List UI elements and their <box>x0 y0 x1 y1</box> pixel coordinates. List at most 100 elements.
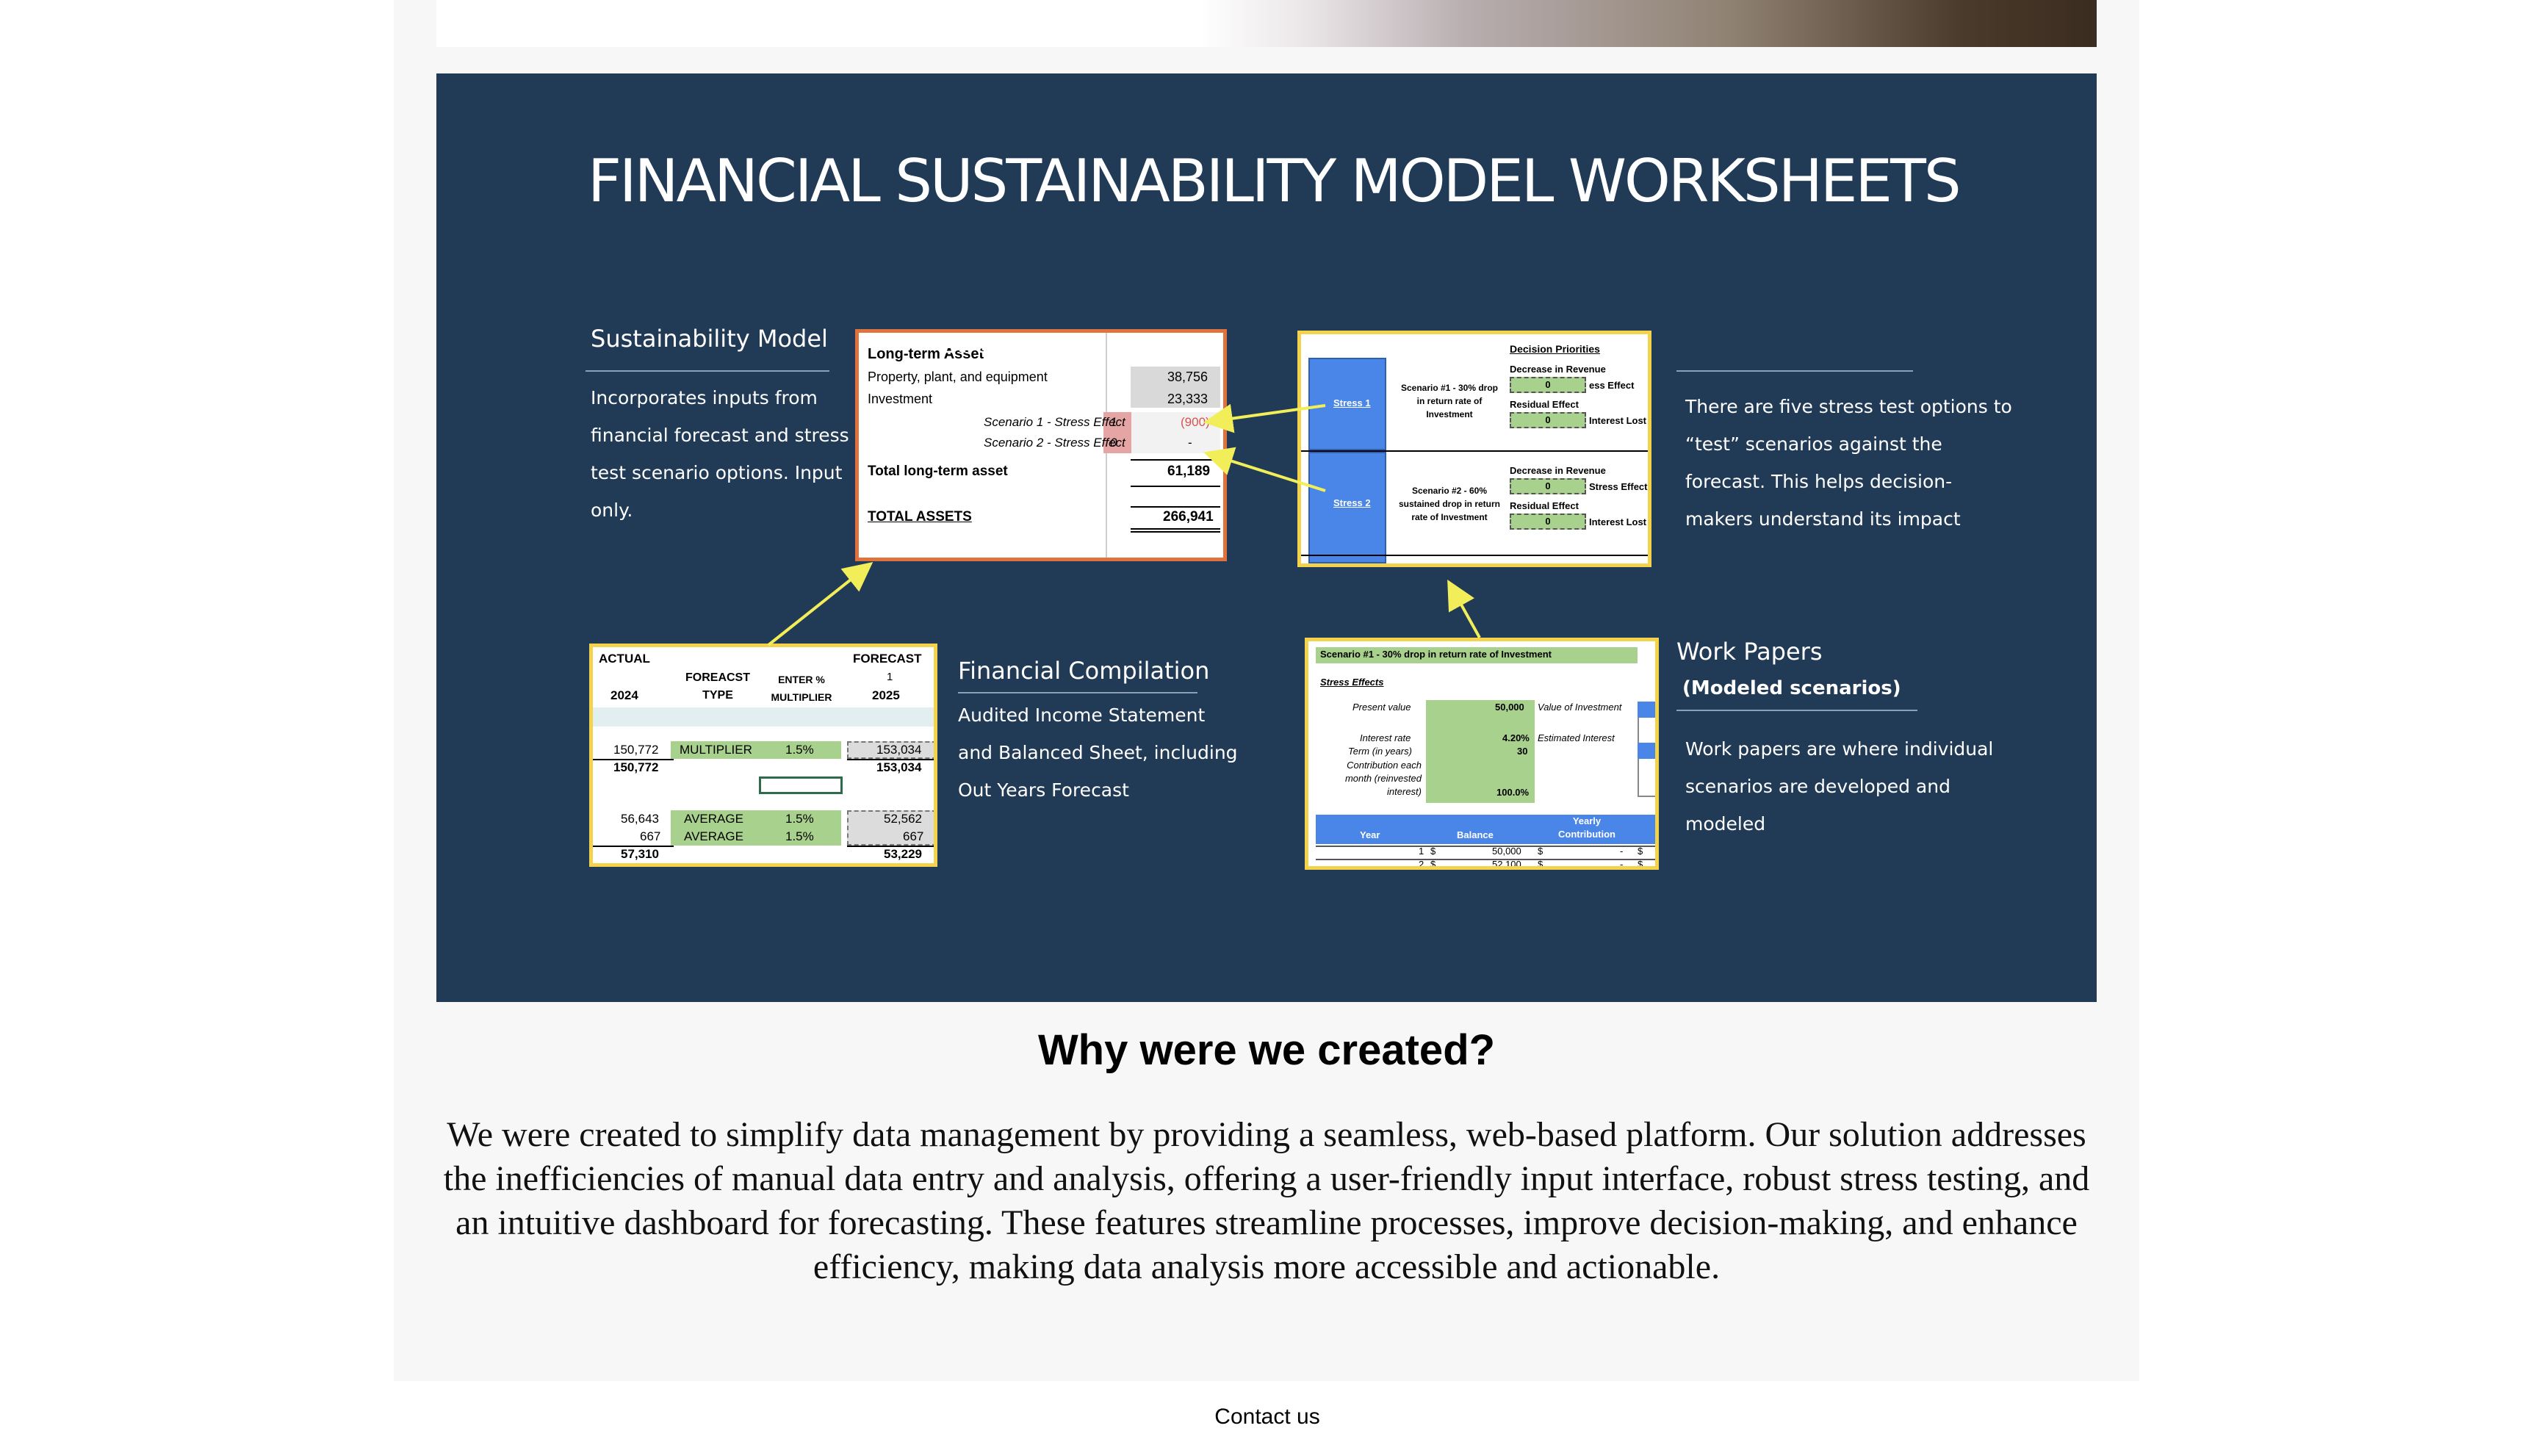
text-line: Scenario #2 - 60% <box>1411 486 1488 496</box>
stress2-button[interactable]: Stress 2 <box>1333 497 1371 508</box>
text-line: Audited Income Statement <box>958 704 1206 726</box>
stress-effect-label: ess Effect <box>1589 380 1635 391</box>
text-line: financial forecast and stress <box>591 425 849 446</box>
hero-image-bottom-edge <box>436 0 2097 47</box>
contact-us-link[interactable]: Contact us <box>1214 1405 1320 1429</box>
row-divider <box>1301 555 1648 556</box>
side-panel-blue <box>1638 702 1655 718</box>
decrease-input[interactable]: 0 <box>1510 377 1586 393</box>
stress-effects-label: Stress Effects <box>1320 677 1384 688</box>
col-year: Year <box>1360 829 1380 840</box>
forecast-type-value: AVERAGE <box>684 829 743 843</box>
sum-rule <box>1131 486 1220 487</box>
banner-bg <box>1316 647 1638 663</box>
text-line: Yearly <box>1572 815 1602 826</box>
decrease-label: Decrease in Revenue <box>1510 364 1606 375</box>
total-assets-label: TOTAL ASSETS <box>868 509 972 525</box>
decrease-label: Decrease in Revenue <box>1510 465 1606 476</box>
financial-compilation-heading: Financial Compilation <box>958 657 1210 685</box>
text-line: Out Years Forecast <box>958 779 1129 801</box>
text-line: and Balanced Sheet, including <box>958 742 1238 763</box>
side-panel-blue <box>1638 743 1655 759</box>
text-line: only. <box>591 500 633 521</box>
decrease-input[interactable]: 0 <box>1510 478 1586 494</box>
col-balance: Balance <box>1457 829 1494 840</box>
forecast-type-value: AVERAGE <box>684 812 743 826</box>
forecast-header: FORECAST <box>853 652 922 666</box>
pct-value: 1.5% <box>785 812 814 826</box>
forecast-year: 2025 <box>872 688 900 702</box>
currency-cell: $ <box>1538 859 1543 870</box>
year-cell: 2 <box>1419 859 1424 870</box>
text-line: interest) <box>1387 786 1422 797</box>
text-line: in return rate of <box>1416 396 1483 406</box>
forecast-cell <box>847 741 934 759</box>
present-value-label: Present value <box>1352 702 1411 713</box>
table-header-bg <box>1316 815 1655 844</box>
estimated-interest-label: Estimated Interest <box>1538 732 1615 743</box>
balance-cell: 50,000 <box>1492 846 1521 857</box>
slide-title: FINANCIAL SUSTAINABILITY MODEL WORKSHEET… <box>588 147 1962 215</box>
stress1-button[interactable]: Stress 1 <box>1333 397 1371 408</box>
stress2-button-bg <box>1308 452 1386 563</box>
ppe-value: 38,756 <box>1167 370 1208 384</box>
value-of-investment-label: Value of Investment <box>1538 702 1622 713</box>
currency-cell: $ <box>1638 846 1643 857</box>
work-papers-subheading: (Modeled scenarios) <box>1682 677 1901 699</box>
present-value: 50,000 <box>1495 702 1524 713</box>
scenario2-label: Scenario 2 - Stress Effect <box>984 436 1125 450</box>
balance-cell: 52,100 <box>1492 859 1521 870</box>
contribution-cell: - <box>1620 846 1624 857</box>
actual-value: 150,772 <box>613 760 659 774</box>
text-line: “test” scenarios against the <box>1685 433 1942 455</box>
value-cell-grey <box>1131 367 1220 408</box>
text-line: scenarios are developed and <box>1685 776 1950 797</box>
selected-cell[interactable] <box>759 776 843 794</box>
scenario2-value: - <box>1188 436 1192 450</box>
text-line: rate of Investment <box>1411 512 1488 522</box>
text-line: ENTER % <box>778 674 825 685</box>
text-line: month (reinvested <box>1344 773 1422 784</box>
scenario1-label: Scenario 1 - Stress Effect <box>984 415 1125 429</box>
interest-lost-label: Interest Lost <box>1589 415 1647 426</box>
balance-sheet-screenshot: Long-term Asset Property, plant, and equ… <box>855 329 1227 561</box>
contribution-value: 100.0% <box>1496 787 1530 798</box>
sheet-band <box>593 707 934 727</box>
sustainability-heading: Sustainability Model <box>591 325 828 353</box>
residual-input[interactable]: 0 <box>1510 513 1586 530</box>
work-papers-heading: Work Papers <box>1676 638 1823 666</box>
scenario1-value: (900) <box>1181 415 1210 429</box>
residual-input[interactable]: 0 <box>1510 412 1586 428</box>
total-lt-label: Total long-term asset <box>868 464 1008 479</box>
actual-header: ACTUAL <box>599 652 650 666</box>
why-title: Why were we created? <box>1037 1026 1496 1074</box>
why-body: We were created to simplify data managem… <box>443 1115 2090 1286</box>
investment-value: 23,333 <box>1167 392 1208 406</box>
forecast-number: 1 <box>887 671 893 683</box>
arrow-forecast-to-balance <box>767 562 873 646</box>
financial-compilation-text: Audited Income Statement and Balanced Sh… <box>958 696 1267 809</box>
text-line: Work papers are where individual <box>1685 738 1994 760</box>
text-line: makers understand its impact <box>1685 508 1961 530</box>
col-yearly-contribution: Yearly Contribution <box>1546 815 1627 841</box>
residual-label: Residual Effect <box>1510 500 1579 511</box>
total-lt-value: 61,189 <box>1167 464 1211 479</box>
sum-rule <box>1131 459 1220 461</box>
row-rule <box>847 846 934 847</box>
scenario2-description: Scenario #2 - 60% sustained drop in retu… <box>1391 484 1508 524</box>
forecast-type-header: FOREACST TYPE <box>674 669 762 704</box>
total-assets-value: 266,941 <box>1163 509 1214 525</box>
financial-compilation-screenshot: ACTUAL 2024 FOREACST TYPE ENTER % MULTIP… <box>589 644 937 867</box>
row-divider <box>1301 450 1648 452</box>
currency-cell: $ <box>1430 859 1436 870</box>
text-line: There are five stress test options to <box>1685 396 2012 417</box>
interest-lost-label: Interest Lost <box>1589 516 1647 527</box>
stress-test-heading: Stress Test <box>942 331 1068 358</box>
pct-value: 1.5% <box>785 743 814 757</box>
work-papers-screenshot: Scenario #1 - 30% drop in return rate of… <box>1305 638 1659 870</box>
forecast-value: 153,034 <box>876 743 922 757</box>
double-rule <box>1131 528 1220 530</box>
scenario1-description: Scenario #1 - 30% drop in return rate of… <box>1391 381 1508 421</box>
text-line: Contribution <box>1558 829 1615 840</box>
flag-cell-red <box>1103 412 1131 453</box>
